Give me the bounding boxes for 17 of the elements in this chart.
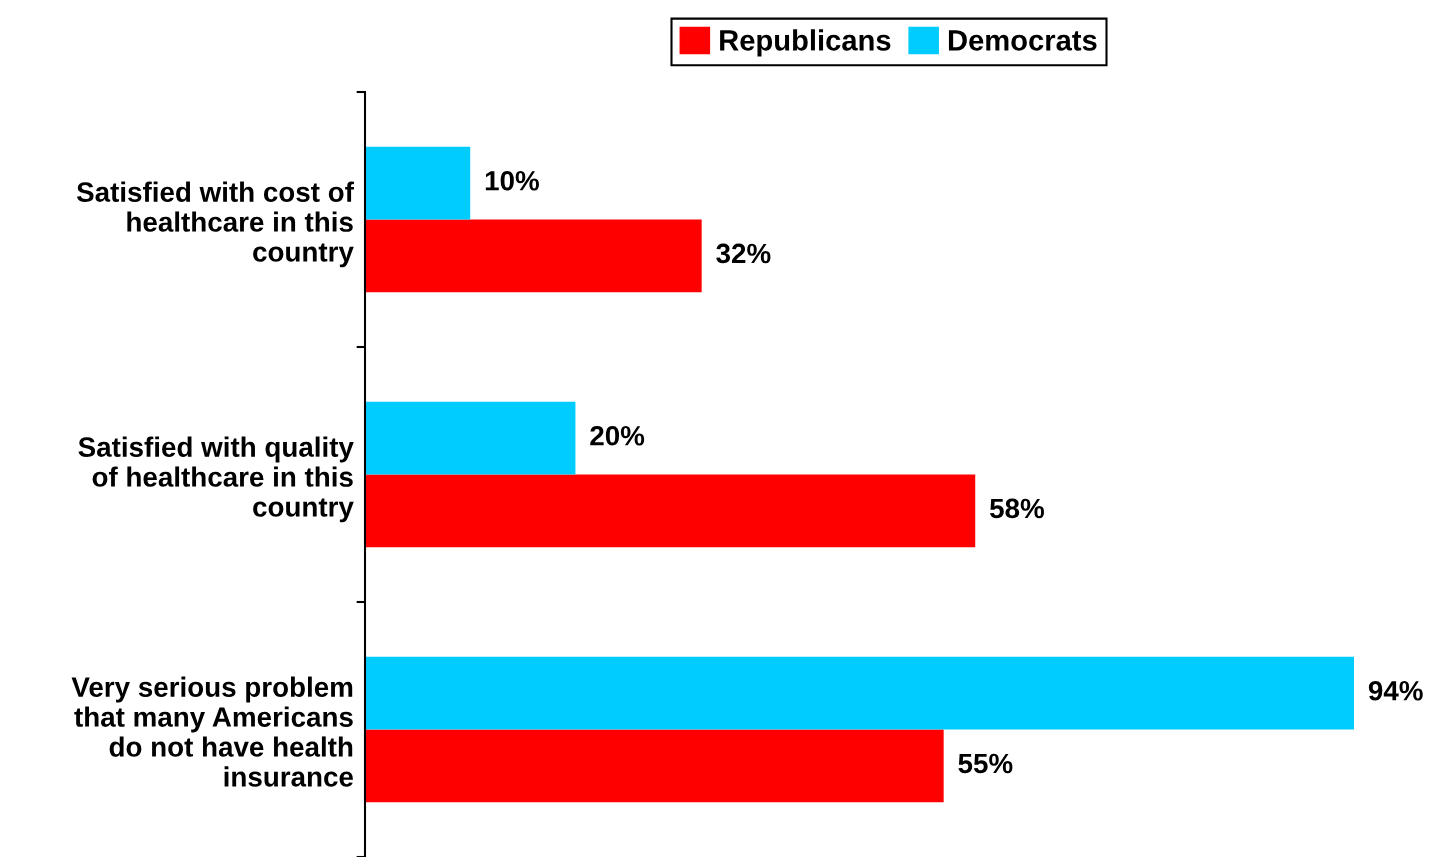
y-tick-label: Very serious problem that many Americans do not have health insurance [71, 676, 353, 787]
data-label: 32% [716, 243, 771, 264]
bar [365, 146, 471, 220]
y-tick-label: Satisfied with cost of healthcare in this country [76, 181, 354, 268]
data-label: 55% [958, 753, 1013, 774]
data-label: 20% [590, 425, 645, 446]
legend-label: Democrats [948, 30, 1097, 51]
y-tick-label: Satisfied with quality of healthcare in this country [78, 436, 354, 523]
data-label: 94% [1368, 680, 1423, 701]
bar [365, 401, 576, 475]
bar [365, 656, 1354, 730]
legend-label: Republicans [720, 29, 891, 57]
data-label: 58% [989, 498, 1044, 519]
bar [365, 219, 702, 293]
data-label: 10% [485, 170, 539, 191]
bar [365, 729, 944, 803]
bar [365, 474, 976, 548]
